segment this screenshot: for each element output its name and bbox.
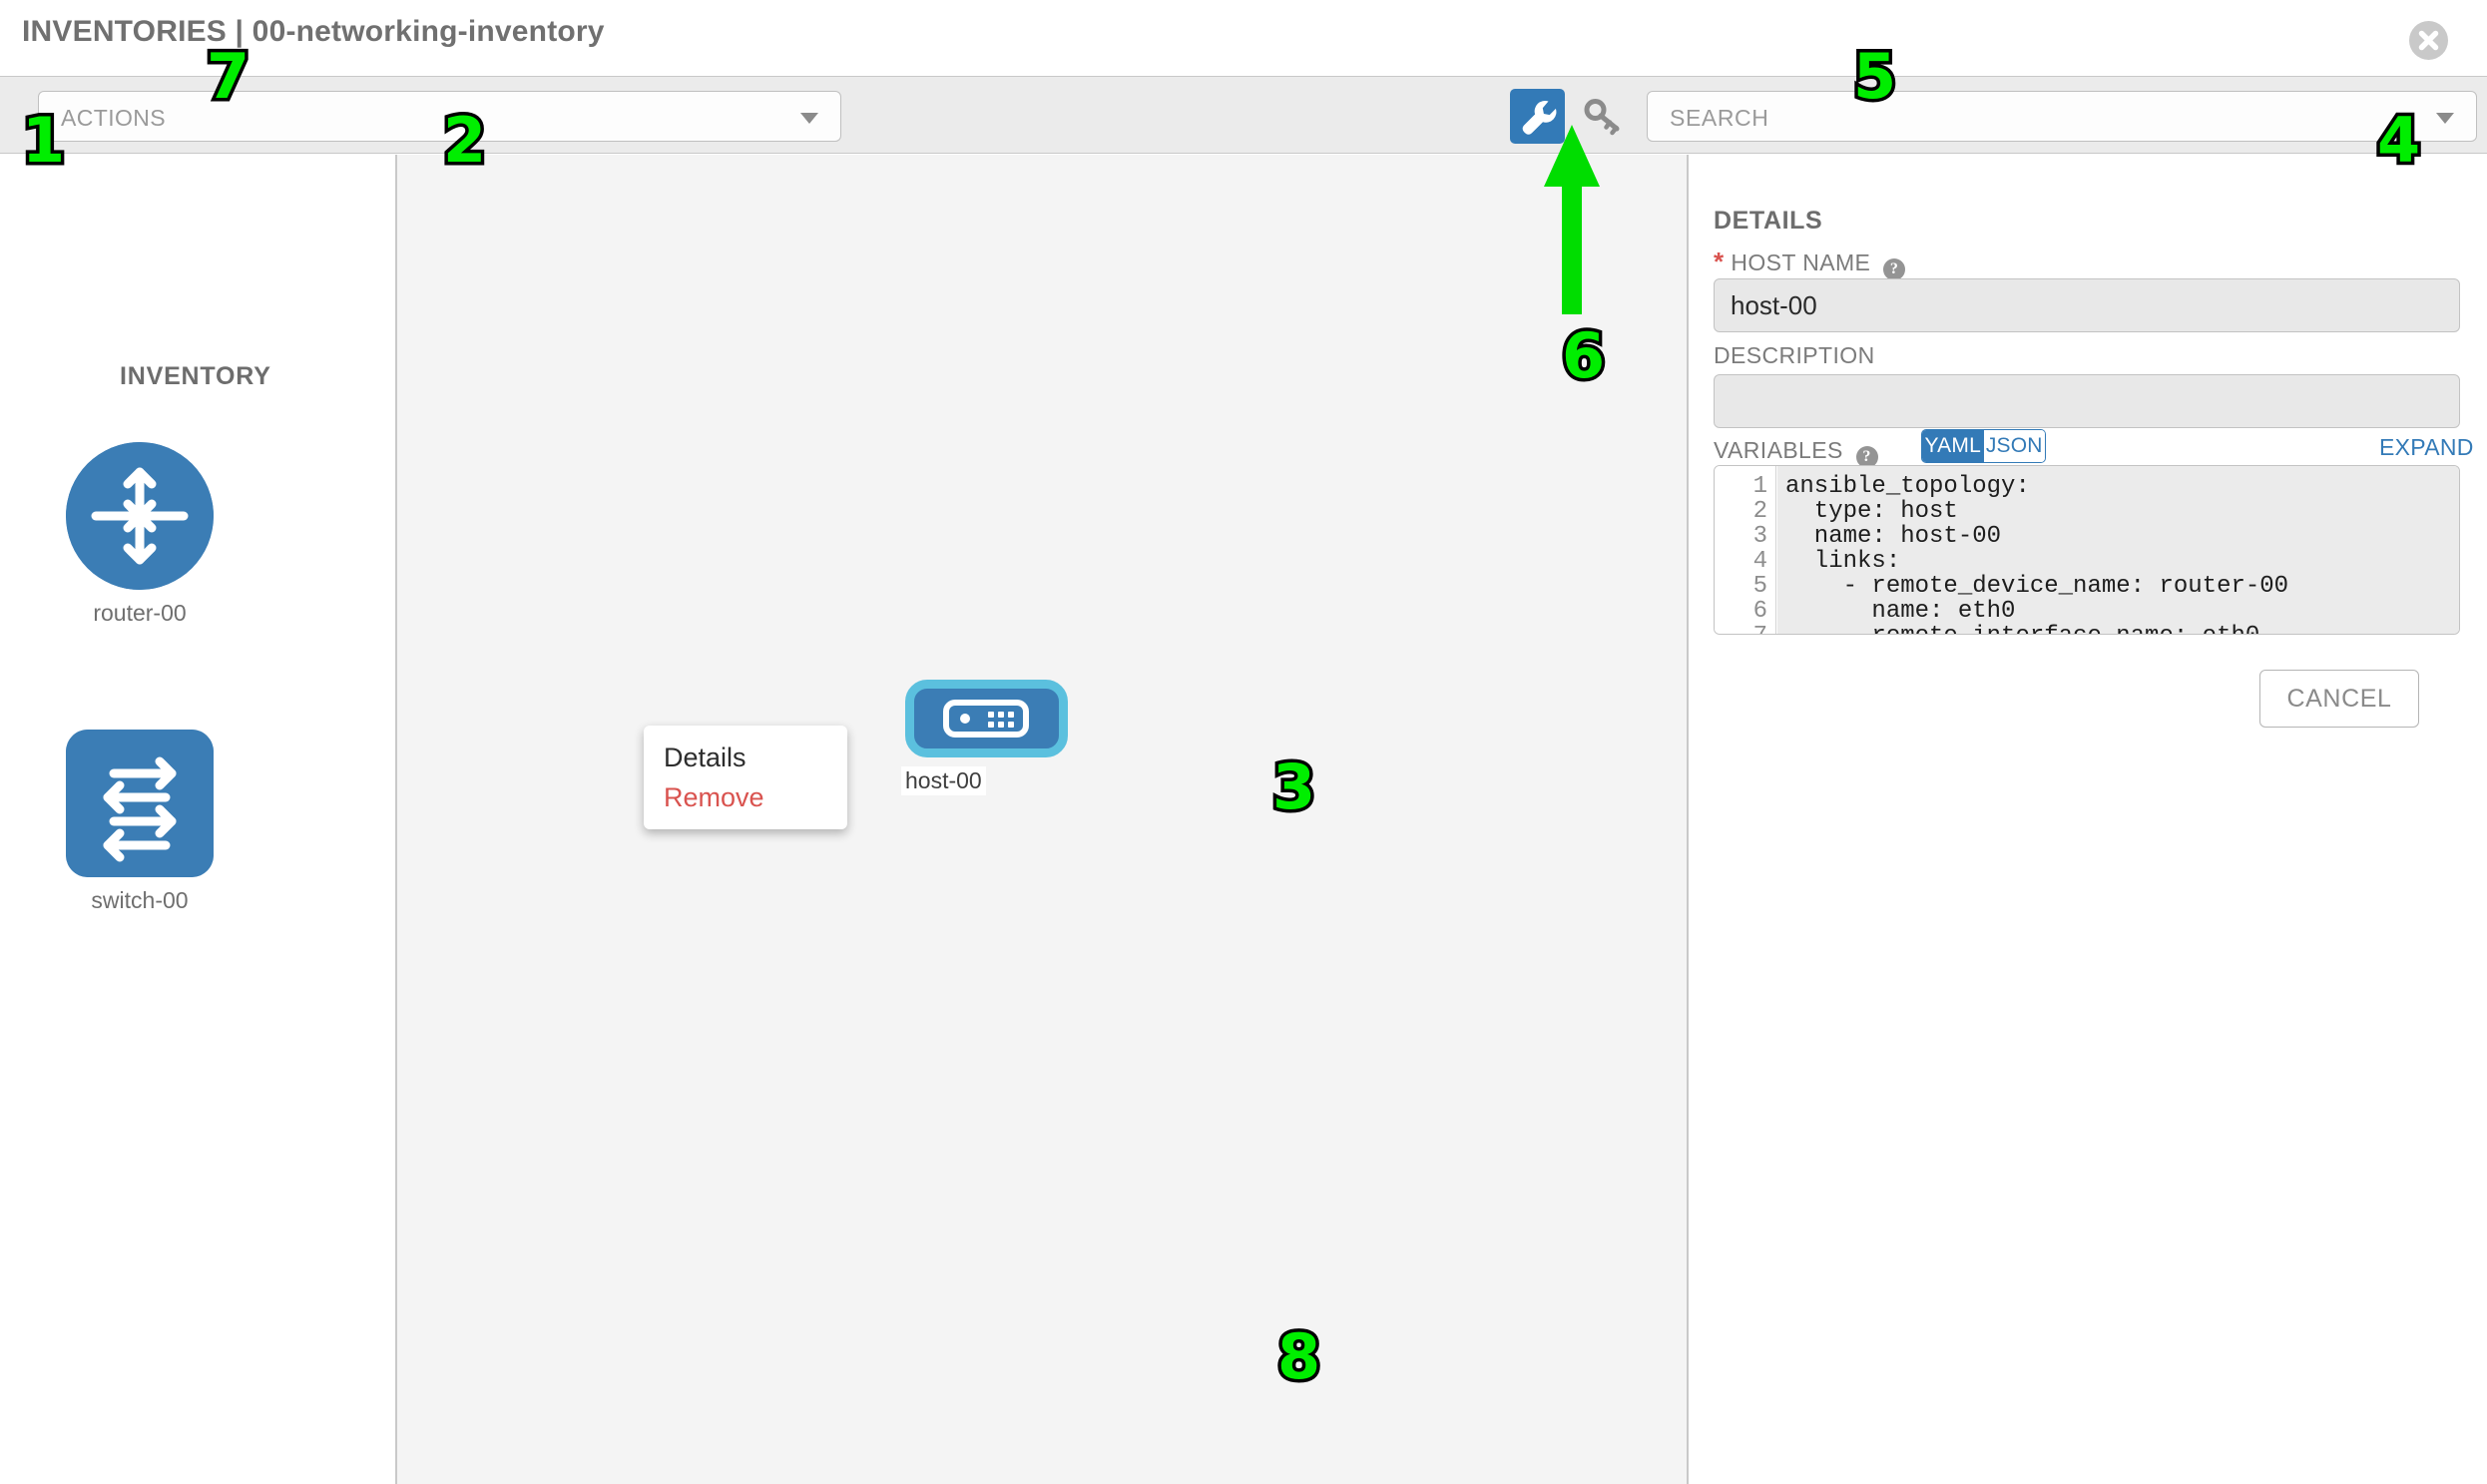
help-icon[interactable]: ?: [1883, 258, 1906, 280]
chevron-down-icon: [800, 113, 818, 124]
help-icon[interactable]: ?: [1855, 446, 1878, 468]
details-panel: DETAILS * HOST NAME ? host-00 DESCRIPTIO…: [1689, 155, 2487, 1484]
code-line-number: 7: [1715, 624, 1775, 634]
description-label: DESCRIPTION: [1714, 342, 1875, 368]
code-text-area[interactable]: ansible_topology: type: host name: host-…: [1777, 466, 2459, 634]
code-lines: ansible_topology: type: host name: host-…: [1777, 466, 2459, 634]
variables-format-toggle: YAML JSON: [1921, 429, 2046, 463]
code-line: ansible_topology:: [1785, 473, 2030, 500]
toolbar: ACTIONS SEARCH: [0, 76, 2487, 154]
window-titlebar: INVENTORIES | 00-networking-inventory: [0, 0, 2487, 76]
search-input[interactable]: SEARCH: [1647, 91, 2477, 142]
page-title: INVENTORIES | 00-networking-inventory: [22, 15, 605, 48]
code-line-number: 1: [1752, 473, 1767, 500]
code-line-number: 2: [1752, 498, 1767, 525]
node-context-menu: Details Remove: [644, 726, 847, 829]
canvas-node-host[interactable]: [905, 680, 1068, 757]
switch-icon: [66, 730, 214, 877]
wrench-icon: [1522, 100, 1557, 135]
context-menu-item-details[interactable]: Details: [664, 742, 746, 772]
code-line: remote_interface_name: eth0: [1785, 624, 2459, 634]
palette-item-label: router-00: [93, 600, 187, 626]
expand-link[interactable]: EXPAND: [2379, 434, 2474, 460]
server-icon: [943, 700, 1029, 738]
key-icon: [1584, 99, 1620, 136]
code-line-number: 5: [1752, 573, 1767, 600]
code-line-number: 6: [1752, 598, 1767, 625]
router-icon: [66, 442, 214, 590]
key-icon-button[interactable]: [1580, 95, 1624, 139]
palette-item-switch[interactable]: switch-00: [40, 730, 240, 914]
inventory-panel: INVENTORY router-00 switch-00: [0, 155, 395, 1484]
format-toggle-json[interactable]: JSON: [1983, 430, 2045, 462]
close-icon[interactable]: [2409, 21, 2448, 60]
code-line-number: 4: [1752, 548, 1767, 575]
inventory-heading: INVENTORY: [120, 362, 271, 390]
code-line-number: 3: [1752, 523, 1767, 550]
description-field[interactable]: [1714, 374, 2460, 428]
host-name-label: * HOST NAME ?: [1714, 247, 1906, 280]
required-asterisk: *: [1714, 247, 1725, 276]
palette-item-router[interactable]: router-00: [40, 442, 240, 627]
host-name-label-text: HOST NAME: [1731, 249, 1871, 275]
code-line: name: host-00: [1785, 523, 2002, 550]
variables-label: VARIABLES ?: [1714, 437, 1878, 468]
format-toggle-yaml[interactable]: YAML: [1922, 430, 1984, 462]
actions-dropdown[interactable]: ACTIONS: [38, 91, 841, 142]
palette-item-label: switch-00: [91, 887, 189, 913]
panel-divider-middle: [395, 155, 397, 1484]
chevron-down-icon: [2436, 113, 2454, 124]
canvas-node-label: host-00: [901, 766, 986, 795]
details-heading: DETAILS: [1714, 207, 1823, 235]
code-line: links:: [1785, 548, 1901, 575]
code-line: name: eth0: [1785, 598, 2016, 625]
topology-canvas[interactable]: host-00 Details Remove 120%: [397, 155, 1689, 1484]
wrench-icon-button[interactable]: [1510, 89, 1565, 144]
context-menu-item-remove[interactable]: Remove: [664, 782, 764, 812]
host-name-field[interactable]: host-00: [1714, 278, 2460, 332]
panel-divider-right: [1687, 155, 1689, 1484]
code-line: - remote_device_name: router-00: [1785, 573, 2289, 600]
code-line: type: host: [1785, 498, 1958, 525]
actions-dropdown-label: ACTIONS: [61, 105, 167, 131]
cancel-button[interactable]: CANCEL: [2259, 670, 2419, 728]
search-placeholder: SEARCH: [1670, 105, 1769, 131]
variables-label-text: VARIABLES: [1714, 437, 1843, 463]
